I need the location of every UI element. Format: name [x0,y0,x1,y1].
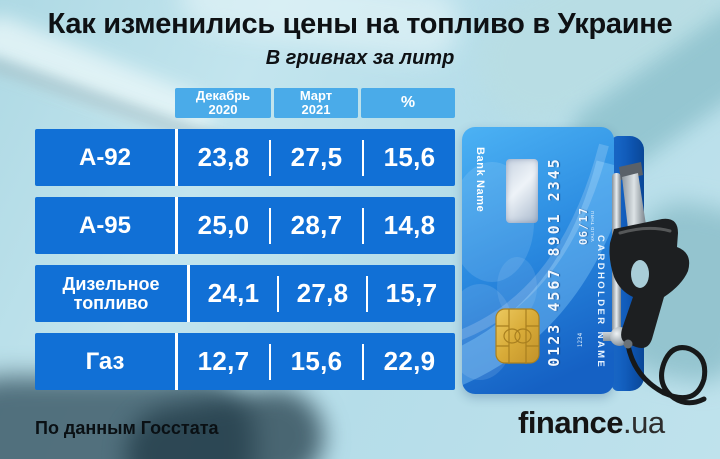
value-mar-2021: 27,8 [296,278,349,308]
card-hologram [506,159,538,223]
logo-main-text: finance [518,405,624,440]
row-label: Дизельное топливо [62,273,160,313]
value-divider [277,275,279,312]
value-percent: 14,8 [383,210,436,240]
finance-ua-logo: finance.ua [518,405,665,441]
table-row: Дизельное топливо 24,1 27,8 15,7 [35,265,455,322]
fuel-price-table: Декабрь 2020 Март 2021 % А-92 23,8 27,5 … [35,88,455,390]
hose-connector-stem [603,332,615,341]
table-header-row: Декабрь 2020 Март 2021 % [175,88,455,118]
value-divider [269,207,271,244]
value-divider [366,275,368,312]
row-label: А-95 [78,211,132,239]
card-bank-name: Bank Name [474,147,486,213]
value-mar-2021: 28,7 [290,210,343,240]
data-source-note: По данным Госстата [35,418,219,438]
row-label: Газ [85,347,125,375]
value-percent: 15,6 [383,142,436,172]
value-dec-2020: 25,0 [197,210,250,240]
value-divider [269,343,271,380]
row-values: 24,1 27,8 15,7 [187,265,455,322]
row-values: 23,8 27,5 15,6 [175,129,455,186]
logo-suffix-text: .ua [623,405,665,440]
row-values: 25,0 28,7 14,8 [175,197,455,254]
column-header-dec-2020: Декабрь 2020 [175,88,271,118]
card-cardholder-name: CARDHOLDER NAME [595,235,606,370]
fuel-nozzle-icon [609,162,708,406]
page-title: Как изменились цены на топливо в Украине [47,8,673,40]
card-chip-icon [495,308,540,364]
table-row: Газ 12,7 15,6 22,9 [35,333,455,390]
value-dec-2020: 23,8 [197,142,250,172]
page-subtitle: В гривнах за литр [265,47,455,69]
table-row: А-95 25,0 28,7 14,8 [35,197,455,254]
value-divider [362,207,364,244]
value-mar-2021: 27,5 [290,142,343,172]
row-values: 12,7 15,6 22,9 [175,333,455,390]
value-dec-2020: 12,7 [197,346,250,376]
value-percent: 15,7 [385,278,438,308]
value-divider [269,139,271,176]
card-pump-illustration: Bank Name 0123 4567 8901 2345 06/17 VALI… [450,115,720,425]
column-header-mar-2021: Март 2021 [274,88,358,118]
column-header-percent: % [361,88,455,118]
value-mar-2021: 15,6 [290,346,343,376]
value-percent: 22,9 [383,346,436,376]
row-label: А-92 [78,143,132,171]
table-row: А-92 23,8 27,5 15,6 [35,129,455,186]
value-divider [362,139,364,176]
value-dec-2020: 24,1 [207,278,260,308]
value-divider [362,343,364,380]
